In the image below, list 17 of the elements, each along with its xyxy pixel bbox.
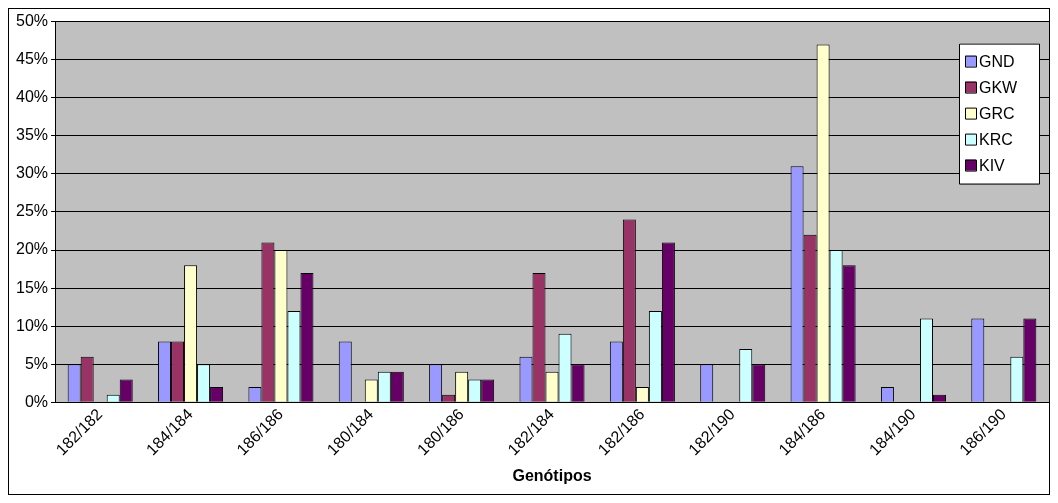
y-tick-label: 10%	[15, 316, 49, 334]
y-tick-label: 45%	[15, 50, 49, 68]
y-tick-label: 0%	[24, 392, 49, 410]
y-tick-label: 20%	[15, 240, 49, 258]
legend-label: KIV	[979, 157, 1006, 175]
y-tick-label: 50%	[15, 12, 49, 30]
y-tick-label: 40%	[15, 88, 49, 106]
legend-label: GKW	[979, 79, 1019, 97]
legend-label: KRC	[979, 131, 1013, 149]
y-tick-label: 25%	[15, 202, 49, 220]
y-tick-label: 5%	[24, 354, 49, 372]
y-tick-label: 35%	[15, 126, 49, 144]
legend-label: GND	[979, 53, 1015, 71]
y-tick-label: 30%	[15, 164, 49, 182]
x-axis-title: Genótipos	[512, 466, 592, 484]
y-tick-label: 15%	[15, 278, 49, 296]
legend-label: GRC	[979, 105, 1015, 123]
